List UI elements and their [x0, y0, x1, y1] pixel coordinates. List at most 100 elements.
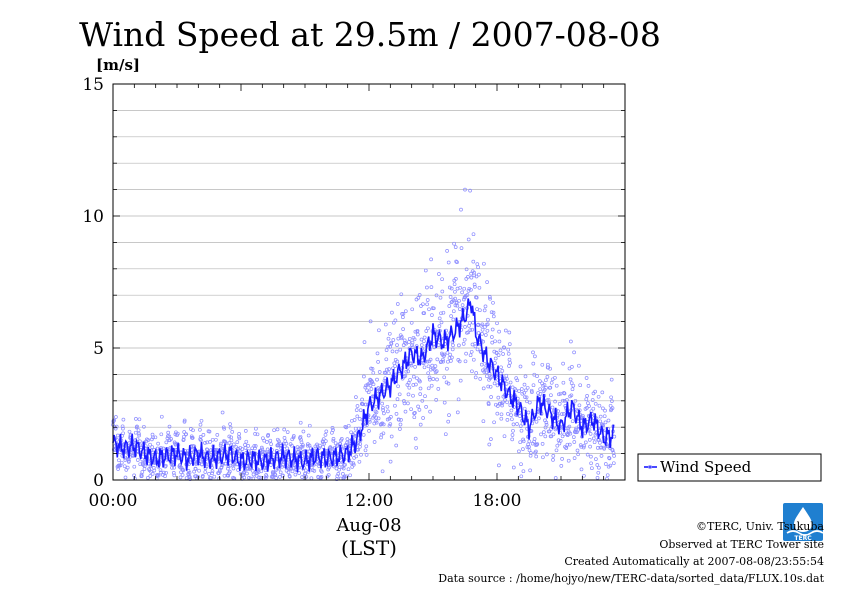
- data-point: [458, 307, 462, 311]
- data-point: [253, 446, 257, 451]
- data-point: [246, 444, 251, 448]
- data-point: [377, 328, 381, 333]
- data-point: [452, 282, 457, 287]
- data-point: [434, 369, 439, 374]
- data-point: [522, 406, 527, 411]
- data-point: [474, 274, 479, 279]
- data-point: [406, 401, 410, 406]
- wind-speed-points: [111, 187, 617, 482]
- x-tick-label: 12:00: [345, 491, 394, 511]
- data-point: [429, 383, 434, 388]
- data-point: [531, 383, 536, 388]
- data-point: [178, 475, 183, 480]
- data-point: [441, 359, 445, 364]
- data-point: [402, 338, 407, 343]
- data-point: [608, 463, 613, 468]
- data-point: [348, 473, 352, 478]
- data-point: [391, 338, 396, 342]
- data-point: [339, 437, 344, 441]
- data-point: [406, 392, 411, 397]
- data-point: [191, 428, 195, 433]
- data-point: [331, 438, 336, 443]
- data-point: [473, 375, 478, 380]
- data-point: [561, 380, 566, 385]
- data-point: [534, 419, 539, 424]
- data-point: [610, 399, 614, 403]
- data-point: [587, 438, 592, 442]
- data-point: [287, 474, 292, 479]
- data-point: [419, 343, 424, 347]
- data-point: [417, 293, 422, 297]
- data-point: [172, 465, 176, 470]
- data-point: [528, 468, 532, 473]
- data-point: [406, 381, 411, 385]
- data-point: [172, 473, 177, 478]
- data-point: [555, 443, 560, 448]
- data-point: [506, 412, 510, 416]
- data-point: [511, 465, 516, 470]
- data-point: [398, 347, 403, 352]
- data-point: [386, 336, 391, 341]
- data-point: [422, 365, 427, 370]
- data-point: [518, 424, 523, 429]
- data-point: [486, 384, 491, 389]
- y-tick-label: 0: [93, 471, 104, 491]
- data-point: [227, 434, 232, 439]
- data-point: [501, 400, 505, 405]
- data-point: [578, 383, 583, 388]
- data-point: [374, 415, 379, 420]
- legend-point-swatch: [648, 464, 653, 469]
- data-point: [396, 384, 400, 389]
- data-point: [523, 395, 527, 399]
- data-point: [515, 422, 519, 426]
- data-point: [462, 286, 467, 291]
- data-point: [358, 408, 363, 413]
- data-point: [182, 418, 187, 423]
- data-point: [272, 428, 276, 433]
- data-point: [445, 366, 449, 371]
- data-point: [374, 404, 378, 409]
- data-point: [305, 443, 310, 448]
- data-point: [445, 350, 450, 355]
- data-point: [329, 446, 333, 451]
- data-point: [384, 357, 389, 362]
- data-point: [235, 440, 240, 444]
- data-point: [203, 470, 208, 474]
- data-point: [280, 464, 284, 469]
- data-point: [388, 422, 393, 426]
- data-point: [449, 314, 453, 318]
- data-point: [608, 403, 613, 408]
- data-point: [170, 465, 174, 470]
- data-point: [485, 322, 490, 327]
- data-point: [354, 454, 359, 459]
- data-point: [564, 446, 569, 450]
- data-point: [410, 345, 415, 350]
- x-axis-date-label: Aug-08: [335, 515, 401, 536]
- data-point: [158, 468, 163, 473]
- data-point: [551, 454, 556, 458]
- y-tick-label: 10: [82, 207, 104, 227]
- data-point: [285, 430, 290, 434]
- data-point: [475, 262, 480, 266]
- data-point: [227, 469, 232, 474]
- data-point: [257, 475, 261, 480]
- data-point: [389, 415, 393, 419]
- data-point: [510, 417, 514, 422]
- data-point: [507, 357, 512, 362]
- data-point: [349, 461, 354, 465]
- data-point: [419, 337, 424, 342]
- data-point: [167, 424, 172, 429]
- data-point: [395, 343, 399, 347]
- data-point: [219, 441, 223, 446]
- data-point: [518, 440, 523, 445]
- data-point: [598, 414, 603, 419]
- data-point: [383, 322, 388, 327]
- data-point: [453, 245, 458, 249]
- data-point: [331, 437, 336, 441]
- data-point: [403, 409, 408, 414]
- data-point: [434, 293, 439, 298]
- data-point: [437, 324, 442, 328]
- data-point: [198, 422, 203, 427]
- data-point: [534, 449, 538, 454]
- data-point: [277, 439, 281, 444]
